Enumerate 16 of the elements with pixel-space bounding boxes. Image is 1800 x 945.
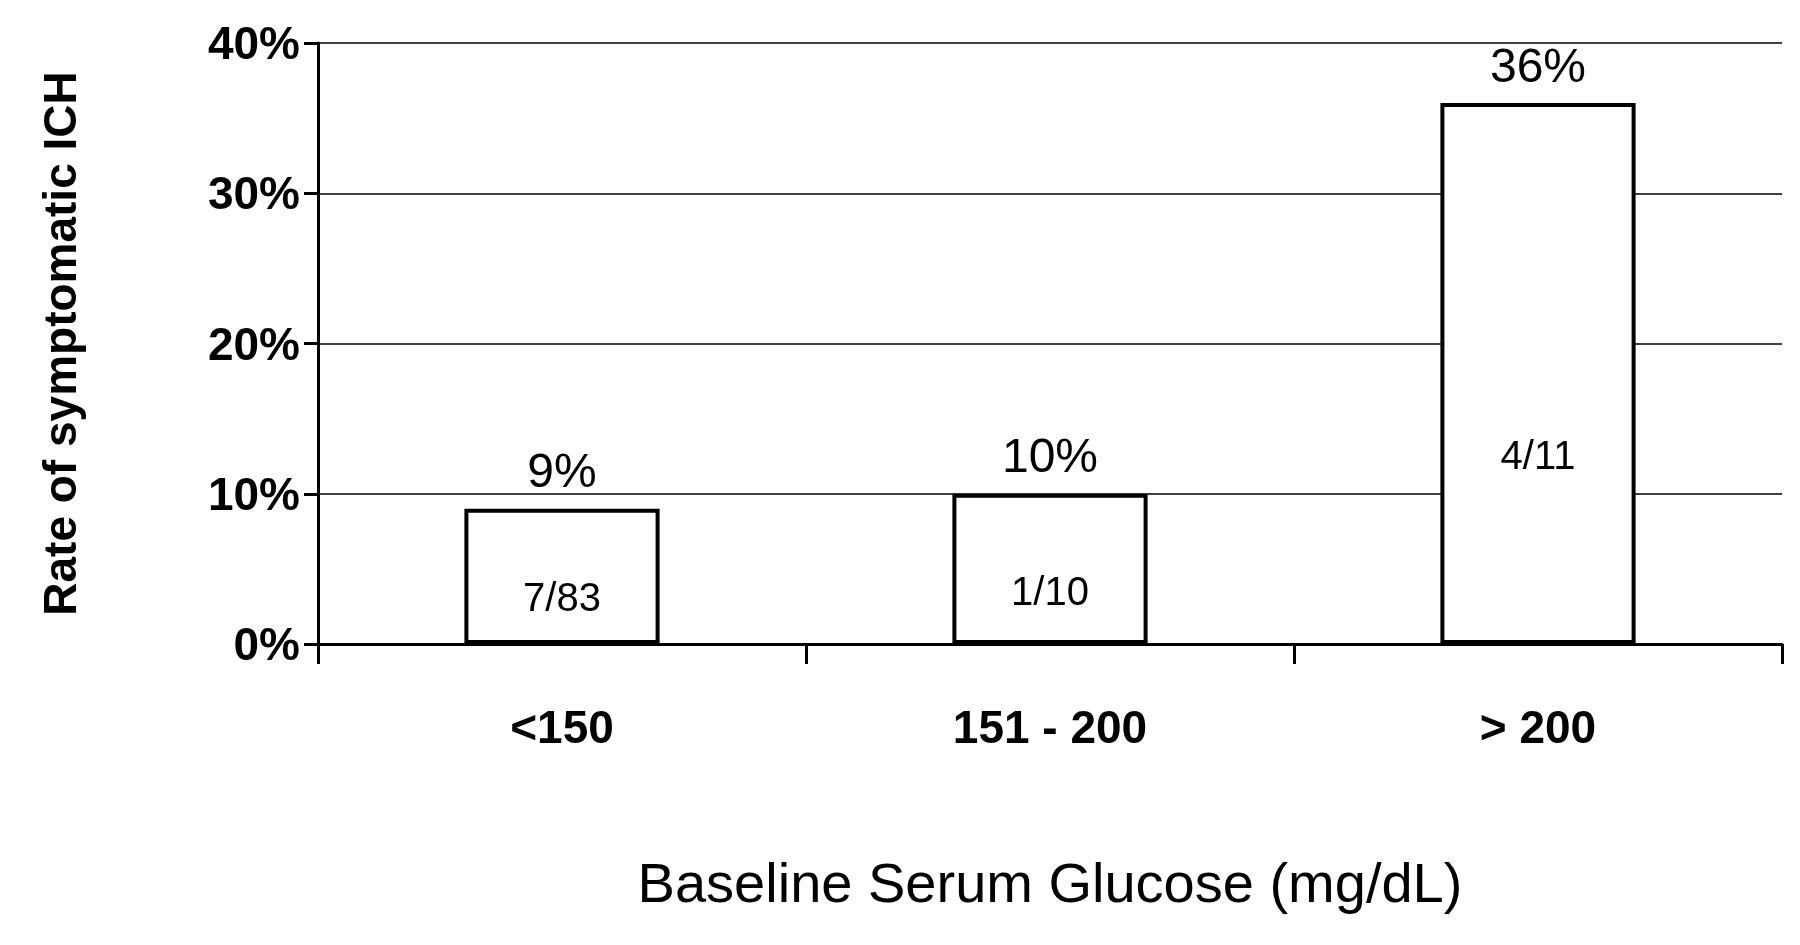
annotation: 1/10 [1011,569,1089,614]
data-label: 36% [1489,38,1587,92]
x-axis-title: Baseline Serum Glucose (mg/dL) [637,850,1463,914]
y-tick-label: 30% [207,167,300,220]
y-tick-label: 10% [207,467,300,520]
y-tick-label: 0% [233,618,300,670]
y-tick-label: 40% [207,17,300,69]
y-axis-title: Rate of symptomatic ICH [34,71,86,616]
x-tick-label: > 200 [1479,701,1597,753]
x-tick-label: <150 [510,701,614,753]
y-tick-label: 20% [207,317,300,370]
annotation: 4/11 [1500,432,1576,477]
data-label: 9% [527,444,597,498]
annotation: 7/83 [523,574,601,619]
x-tick-label: 151 - 200 [952,701,1148,753]
data-label: 10% [1001,429,1099,483]
